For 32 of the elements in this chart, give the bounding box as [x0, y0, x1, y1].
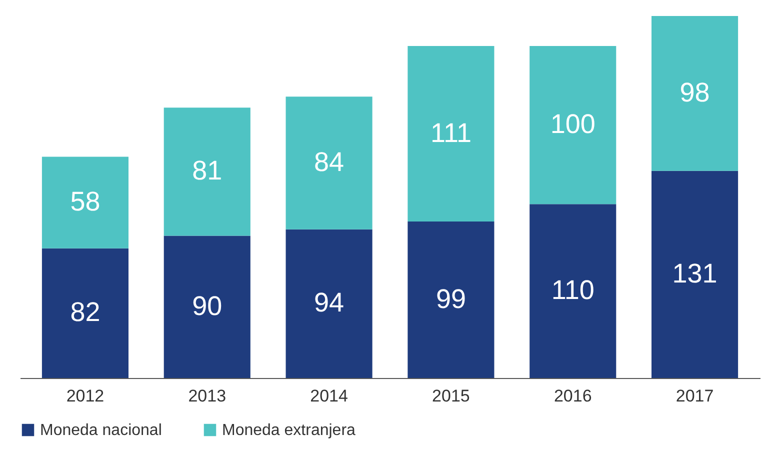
data-label: 82	[70, 297, 100, 328]
data-label: 81	[192, 156, 222, 186]
x-tick-label: 2017	[676, 386, 714, 406]
x-tick-label: 2013	[188, 386, 226, 406]
legend-label: Moneda extranjera	[222, 422, 356, 439]
bar	[42, 248, 128, 378]
data-label: 111	[430, 118, 472, 148]
bar	[286, 96, 372, 230]
data-label: 98	[680, 77, 710, 108]
data-label: 94	[314, 288, 344, 318]
bar	[652, 16, 738, 171]
data-label: 100	[550, 109, 596, 140]
bar	[286, 229, 372, 378]
data-label: 131	[672, 258, 718, 288]
bar	[408, 222, 494, 378]
x-tick-label: 2016	[554, 386, 592, 406]
bar	[408, 46, 494, 222]
data-label: 110	[551, 275, 594, 306]
x-tick-label: 2015	[432, 386, 470, 406]
data-label: 58	[70, 186, 100, 217]
x-tick-label: 2014	[310, 386, 348, 406]
bar	[164, 108, 250, 236]
x-tick-label: 2012	[66, 386, 104, 406]
bar	[530, 46, 616, 204]
data-label: 84	[314, 147, 344, 178]
legend-label: Moneda nacional	[40, 422, 162, 439]
bar	[42, 156, 128, 248]
data-label: 90	[192, 290, 222, 321]
data-label: 99	[436, 284, 466, 314]
bar	[652, 170, 738, 378]
bar	[164, 236, 250, 378]
bar	[530, 204, 616, 378]
